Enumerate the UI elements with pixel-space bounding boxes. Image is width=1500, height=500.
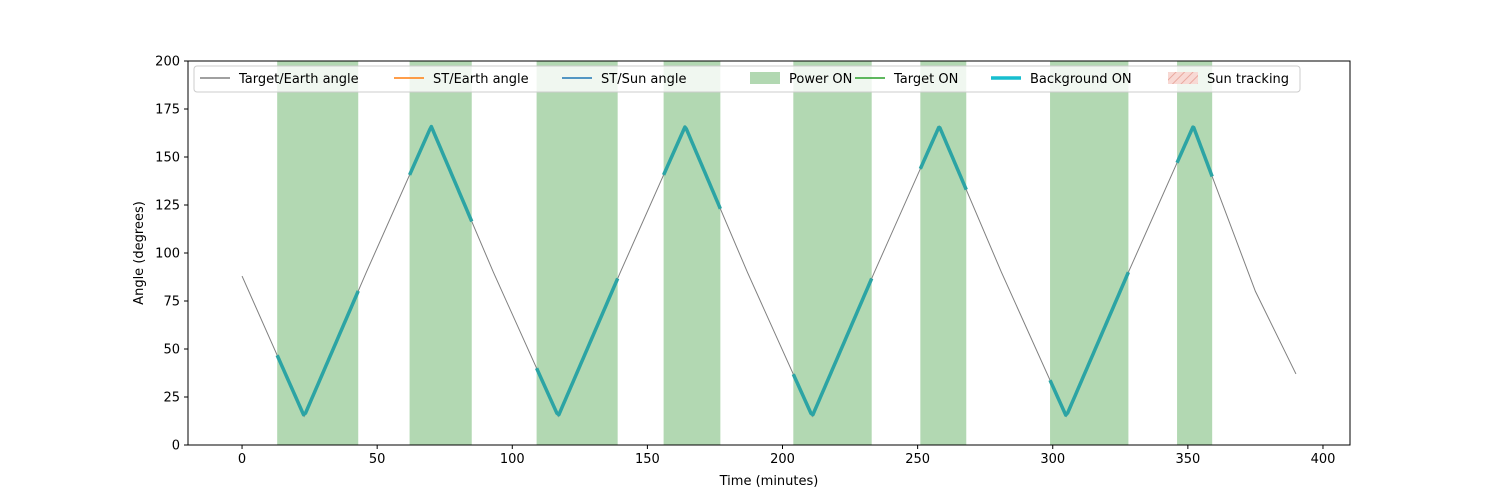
x-tick-label-3: 150 bbox=[635, 452, 660, 467]
legend-item-st-sun-angle: ST/Sun angle bbox=[562, 72, 687, 87]
legend-item-sun-tracking-label: Sun tracking bbox=[1207, 72, 1289, 87]
power-on-band-7 bbox=[1177, 61, 1213, 445]
background-on-segment-5 bbox=[918, 125, 968, 191]
power-on-bands bbox=[277, 61, 1213, 445]
x-tick-label-2: 100 bbox=[500, 452, 525, 467]
x-tick-label-1: 50 bbox=[369, 452, 386, 467]
background-on-segment-3 bbox=[662, 125, 722, 210]
y-tick-label-5: 125 bbox=[155, 199, 180, 214]
y-tick-label-4: 100 bbox=[155, 247, 180, 262]
y-tick-label-8: 200 bbox=[155, 55, 180, 70]
power-on-band-5 bbox=[920, 61, 967, 445]
power-on-band-3 bbox=[663, 61, 721, 445]
x-tick-label-7: 350 bbox=[1175, 452, 1200, 467]
legend-item-target-earth-angle: Target/Earth angle bbox=[200, 72, 359, 87]
power-on-band-4 bbox=[793, 61, 872, 445]
legend: Target/Earth angle ST/Earth angle ST/Sun a… bbox=[193, 65, 1301, 93]
legend-item-target-earth-angle-label: Target/Earth angle bbox=[238, 72, 359, 87]
legend-item-power-on-swatch bbox=[750, 72, 780, 84]
y-tick-label-6: 150 bbox=[155, 151, 180, 166]
legend-item-target-on: Target ON bbox=[855, 72, 958, 87]
legend-item-st-earth-angle-label: ST/Earth angle bbox=[433, 72, 529, 87]
background-on-segment-1 bbox=[407, 124, 474, 223]
x-axis-label: Time (minutes) bbox=[719, 474, 819, 489]
y-tick-label-7: 175 bbox=[155, 103, 180, 118]
background-on-segment-7 bbox=[1175, 125, 1214, 178]
legend-item-sun-tracking-swatch bbox=[1168, 72, 1198, 84]
y-axis-label: Angle (degrees) bbox=[132, 201, 147, 305]
y-tick-label-1: 25 bbox=[163, 391, 180, 406]
plot-frame bbox=[187, 60, 1351, 446]
x-axis-ticks: 0 50 100 150 200 250 300 350 400 bbox=[238, 445, 1335, 467]
power-on-band-1 bbox=[409, 61, 472, 445]
series-target-earth-angle bbox=[241, 124, 1297, 418]
power-on-band-2 bbox=[536, 61, 618, 445]
background-on-segment-6 bbox=[1048, 271, 1131, 417]
power-on-band-6 bbox=[1050, 61, 1129, 445]
y-tick-label-2: 50 bbox=[163, 343, 180, 358]
legend-box bbox=[193, 65, 1301, 93]
legend-item-st-sun-angle-label: ST/Sun angle bbox=[601, 72, 687, 87]
legend-item-background-on: Background ON bbox=[991, 72, 1132, 87]
x-tick-label-5: 250 bbox=[905, 452, 930, 467]
series-lines bbox=[241, 124, 1297, 418]
background-on-segment-2 bbox=[535, 277, 620, 417]
background-on-segment-0 bbox=[275, 290, 360, 417]
legend-item-sun-tracking: Sun tracking bbox=[1168, 72, 1289, 87]
legend-item-background-on-label: Background ON bbox=[1030, 72, 1132, 87]
x-tick-label-8: 400 bbox=[1311, 452, 1336, 467]
legend-item-power-on: Power ON bbox=[750, 72, 852, 87]
y-tick-label-0: 0 bbox=[172, 439, 180, 454]
legend-item-st-earth-angle: ST/Earth angle bbox=[394, 72, 529, 87]
y-tick-label-3: 75 bbox=[163, 295, 180, 310]
y-axis-ticks: 0 25 50 75 100 125 150 175 200 bbox=[155, 55, 188, 454]
background-on-segment-4 bbox=[791, 277, 874, 417]
legend-item-power-on-label: Power ON bbox=[789, 72, 852, 87]
x-tick-label-4: 200 bbox=[770, 452, 795, 467]
x-tick-label-6: 300 bbox=[1040, 452, 1065, 467]
legend-item-target-on-label: Target ON bbox=[893, 72, 958, 87]
x-tick-label-0: 0 bbox=[238, 452, 246, 467]
